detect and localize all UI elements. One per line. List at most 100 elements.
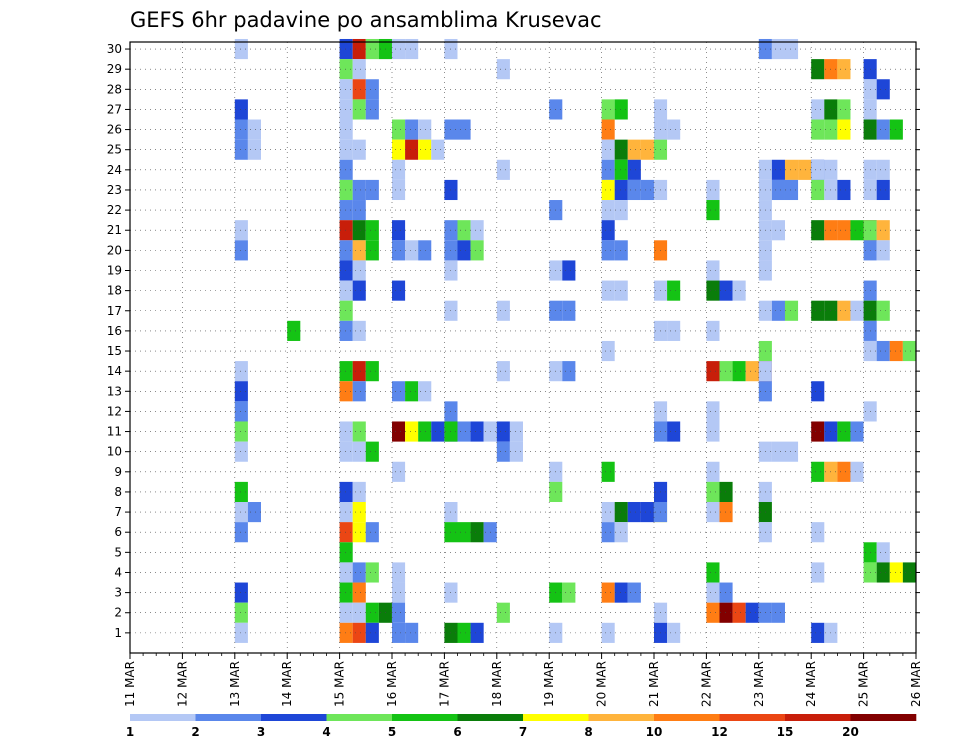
colorbar-label: 3 — [257, 725, 265, 739]
heatmap-cell — [339, 381, 353, 402]
heatmap-cell — [339, 522, 353, 543]
heatmap-cell — [811, 622, 825, 643]
colorbar-label: 5 — [388, 725, 396, 739]
y-tick-label: 4 — [114, 565, 122, 579]
heatmap-cell — [902, 340, 916, 362]
heatmap-cell — [889, 119, 903, 140]
y-tick-label: 28 — [107, 82, 122, 96]
heatmap-cell — [614, 240, 628, 261]
heatmap-cell — [771, 38, 785, 60]
heatmap-cell — [614, 280, 628, 301]
heatmap-cell — [496, 59, 510, 80]
heatmap-cell — [771, 441, 785, 462]
heatmap-cell — [352, 59, 366, 80]
heatmap-cell — [719, 361, 733, 382]
heatmap-cell — [627, 582, 641, 603]
heatmap-cell — [418, 381, 432, 402]
heatmap-cell — [365, 99, 379, 120]
heatmap-cell — [876, 542, 890, 563]
heatmap-cell — [784, 300, 799, 321]
colorbar-swatch — [654, 714, 720, 721]
heatmap-cell — [798, 159, 812, 180]
heatmap-cell — [876, 179, 890, 201]
colorbar-swatch — [588, 714, 655, 721]
heatmap-cell — [627, 159, 641, 180]
heatmap-cell — [811, 522, 825, 543]
heatmap-cell — [365, 179, 379, 201]
y-tick-label: 5 — [114, 545, 122, 559]
heatmap-cell — [601, 200, 615, 221]
heatmap-cell — [392, 220, 406, 241]
heatmap-cell — [365, 602, 379, 623]
heatmap-cell — [392, 38, 406, 60]
heatmap-cell — [352, 280, 366, 301]
heatmap-cell — [352, 602, 366, 623]
heatmap-cell — [706, 461, 720, 482]
heatmap-cell — [706, 481, 720, 503]
heatmap-cell — [706, 602, 720, 623]
heatmap-cell — [706, 421, 720, 442]
heatmap-cell — [339, 582, 353, 603]
y-tick-label: 17 — [107, 304, 122, 318]
grid-lines — [130, 42, 916, 653]
x-tick-label: 21 MAR — [647, 661, 661, 707]
heatmap-cell — [457, 240, 471, 261]
colorbar-swatch — [130, 714, 196, 721]
heatmap-cell — [392, 179, 406, 201]
colorbar-swatch — [719, 714, 786, 721]
heatmap-cell — [496, 159, 510, 180]
heatmap-cell — [352, 99, 366, 120]
heatmap-cell — [247, 119, 261, 140]
heatmap-cell — [614, 179, 628, 201]
heatmap-cell — [667, 320, 681, 341]
heatmap-cell — [509, 441, 523, 462]
heatmap-cell — [339, 542, 353, 563]
heatmap-cell — [457, 522, 471, 543]
heatmap-cell — [811, 300, 825, 321]
y-tick-label: 27 — [107, 102, 122, 116]
heatmap-cell — [562, 582, 576, 603]
heatmap-cell — [339, 99, 353, 120]
heatmap-cell — [247, 502, 261, 523]
heatmap-cell — [601, 159, 615, 180]
heatmap-cell — [234, 99, 248, 120]
heatmap-cell — [496, 361, 510, 382]
heatmap-cell — [339, 260, 353, 281]
colorbar-label: 10 — [646, 725, 663, 739]
heatmap-cell — [339, 38, 353, 60]
heatmap-cell — [365, 220, 379, 241]
heatmap-cell — [876, 240, 890, 261]
heatmap-cell — [614, 159, 628, 180]
heatmap-cell — [339, 421, 353, 442]
heatmap-cell — [365, 361, 379, 382]
x-tick-label: 23 MAR — [752, 661, 766, 707]
heatmap-cell — [562, 300, 576, 321]
heatmap-cell — [405, 38, 419, 60]
y-tick-label: 25 — [107, 143, 122, 157]
heatmap-cell — [496, 441, 510, 462]
heatmap-cell — [457, 119, 471, 140]
colorbar-label: 12 — [711, 725, 728, 739]
heatmap-cell — [745, 602, 759, 623]
heatmap-cell — [667, 119, 681, 140]
colorbar-label: 7 — [519, 725, 527, 739]
colorbar-label: 8 — [584, 725, 592, 739]
heatmap-cell — [352, 381, 366, 402]
heatmap-cell — [234, 381, 248, 402]
heatmap-cell — [850, 300, 864, 321]
heatmap-cell — [391, 602, 406, 623]
heatmap-cell — [496, 602, 510, 623]
heatmap-cell — [719, 582, 733, 603]
heatmap-cell — [234, 582, 248, 603]
x-tick-label: 14 MAR — [280, 661, 294, 707]
heatmap-cell — [405, 381, 419, 402]
y-tick-label: 8 — [114, 485, 122, 499]
heatmap-cell — [234, 119, 248, 140]
heatmap-cell — [562, 361, 576, 382]
heatmap-cell — [876, 300, 890, 321]
heatmap-cell — [352, 622, 366, 643]
heatmap-cell — [365, 522, 379, 543]
heatmap-cell — [902, 562, 916, 583]
colorbar-swatch — [523, 714, 589, 721]
chart-title: GEFS 6hr padavine po ansamblima Krusevac — [130, 8, 602, 32]
